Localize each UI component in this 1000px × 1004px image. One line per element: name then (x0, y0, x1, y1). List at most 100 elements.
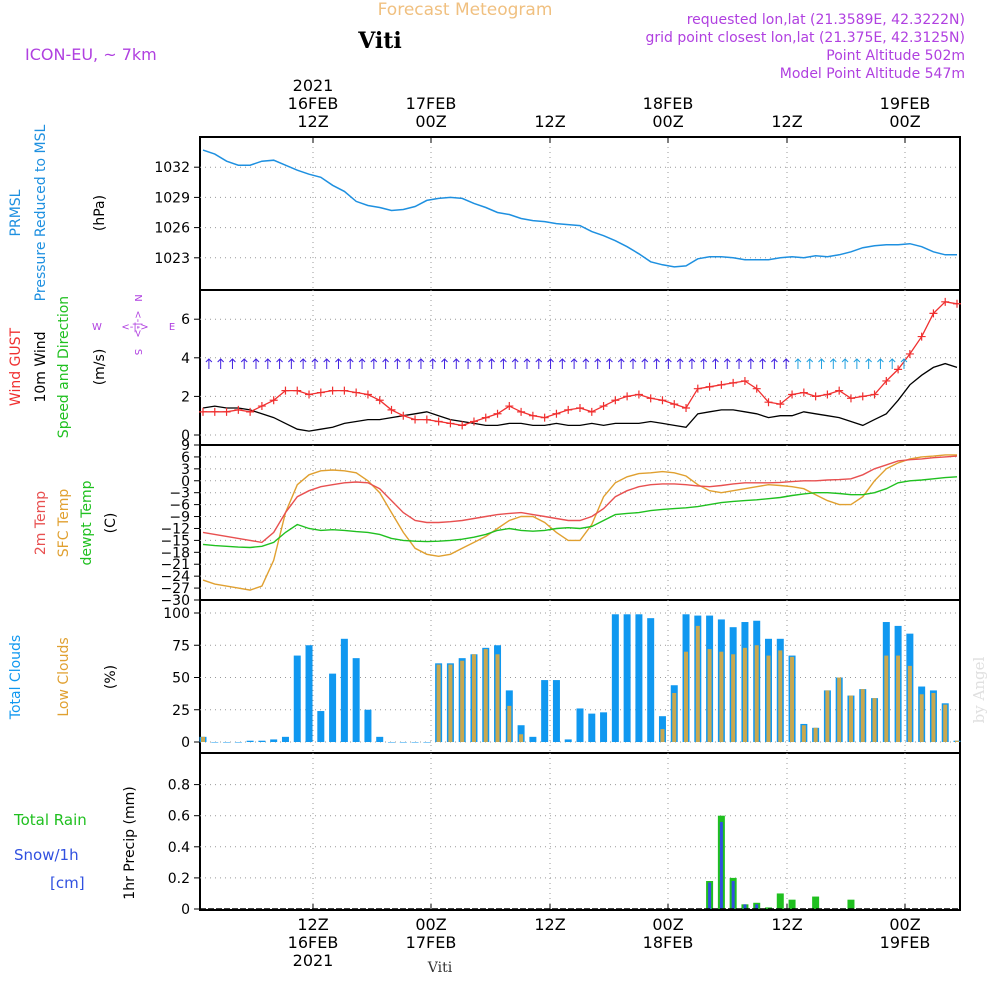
cloud-low-bar (907, 665, 912, 742)
cloud-low-bar (766, 655, 771, 742)
watermark: by Angel (970, 656, 988, 723)
rain-bar (812, 896, 820, 909)
cloud-low-bar (483, 649, 488, 742)
requested-location: requested lon,lat (21.3589E, 42.3222N) (687, 12, 965, 28)
time-top-1-1: 00Z (415, 112, 446, 131)
model-name: ICON-EU, ~ 7km (25, 45, 157, 64)
wind-gust-marker (493, 409, 502, 418)
cloud-total-bar (340, 638, 348, 742)
cloud-total-bar (305, 645, 313, 742)
wind-gust-marker (352, 388, 361, 397)
wind-gust-marker (705, 382, 714, 391)
wind-gust-marker (740, 376, 749, 385)
wind-dir-arrow (476, 358, 484, 369)
cloud-low-bar (471, 654, 476, 742)
ytick-label-wind-3: 6 (181, 312, 190, 328)
wind-gust-marker (281, 386, 290, 395)
time-top-5-0: 19FEB (880, 94, 931, 113)
wind-gust-marker (953, 299, 961, 308)
ytick-label-pressure-2: 1029 (154, 190, 190, 206)
wind-gust-marker (717, 380, 726, 389)
wind-gust-marker (905, 349, 914, 358)
wind-gust-marker (458, 421, 467, 430)
ytick-label-temperature-11: −24 (160, 569, 190, 585)
wind-gust-marker (517, 407, 526, 416)
cloud-low-bar (813, 727, 818, 742)
wind-gust-marker (564, 405, 573, 414)
cloud-low-bar (872, 698, 877, 742)
wind-gust-marker (528, 411, 537, 420)
wind-gust-marker (293, 386, 302, 395)
wind-dir-arrow (429, 358, 437, 369)
wind-dir-arrow (735, 358, 743, 369)
cloud-low-bar (884, 655, 889, 742)
time-bottom-5-0: 00Z (889, 915, 920, 934)
wind-dir-arrow (806, 358, 814, 369)
gridpoint-location: grid point closest lon,lat (21.375E, 42.… (645, 30, 965, 46)
cloud-total-bar (352, 658, 360, 742)
point-altitude: Point Altitude 502m (826, 48, 965, 64)
wind-gust-marker (446, 419, 455, 428)
clouds-low-label: Low Clouds (56, 637, 72, 716)
wind-dir-arrow (617, 358, 625, 369)
wind-dir-arrow (417, 358, 425, 369)
cloud-total-bar (529, 736, 537, 742)
wind-dir-arrow (311, 358, 319, 369)
wind-dir-arrow (818, 358, 825, 369)
ytick-label-precip-3: 0.6 (168, 809, 190, 825)
wind-dir-arrow (335, 358, 342, 369)
wind-dir-arrow (877, 358, 884, 369)
time-top-3-0: 18FEB (643, 94, 694, 113)
wind-dir-arrow (829, 358, 837, 369)
temp-dew-line (202, 476, 958, 549)
wind-gust-marker (858, 392, 867, 401)
wind-gust-marker (599, 402, 608, 411)
cloud-low-bar (495, 654, 500, 742)
wind-dir-arrow (594, 358, 602, 369)
cloud-total-bar (423, 742, 431, 743)
wind-dir-arrow (441, 358, 448, 369)
ytick-label-temperature-1: 6 (181, 450, 190, 466)
wind-dir-arrow (382, 358, 389, 369)
wind-gust-marker (658, 396, 667, 405)
station-name: Viti (357, 28, 402, 54)
wind-gust-marker (305, 390, 314, 399)
cloud-low-bar (790, 656, 795, 742)
wind-dir-arrow (629, 358, 637, 369)
cloud-total-bar (411, 742, 419, 743)
time-top-1-0: 17FEB (406, 94, 457, 113)
wind-gust-marker (846, 394, 855, 403)
wind-dir-arrow (865, 358, 872, 369)
cloud-total-bar (623, 614, 631, 742)
panel-precip-frame (199, 752, 961, 911)
wind-dir-arrow (771, 358, 778, 369)
cloud-low-bar (848, 695, 853, 742)
cloud-total-bar (600, 712, 608, 742)
wind-dir-arrow (323, 358, 331, 369)
ytick-label-temperature-3: 0 (181, 474, 190, 490)
ytick-label-clouds-1: 25 (172, 703, 190, 719)
wind-gust-marker (799, 388, 808, 397)
compass-horizontal: <-|-> (121, 322, 148, 333)
wind-gust-marker (870, 390, 879, 399)
cloud-total-bar (647, 618, 655, 742)
wind-gust-marker (363, 390, 372, 399)
wind-gust-marker (422, 415, 431, 424)
wind-gust-marker (375, 396, 384, 405)
wind-dir-arrow (665, 358, 672, 369)
time-bottom-3-1: 18FEB (643, 933, 694, 952)
compass-w: W (92, 322, 102, 333)
pressure-label-long: Pressure Reduced to MSL (33, 124, 49, 301)
cloud-low-bar (754, 645, 759, 742)
time-top-5-1: 00Z (889, 112, 920, 131)
cloud-total-bar (564, 739, 572, 742)
ytick-label-temperature-0: 9 (181, 438, 190, 454)
wind-dir-arrow (205, 358, 213, 369)
pressure-line (202, 149, 957, 268)
ytick-label-wind-1: 2 (181, 389, 190, 405)
wind-dir-arrow (641, 358, 649, 369)
wind-dir-arrow (723, 358, 731, 369)
wind-dir-arrow (346, 358, 354, 369)
wind-dir-arrow (511, 358, 519, 369)
